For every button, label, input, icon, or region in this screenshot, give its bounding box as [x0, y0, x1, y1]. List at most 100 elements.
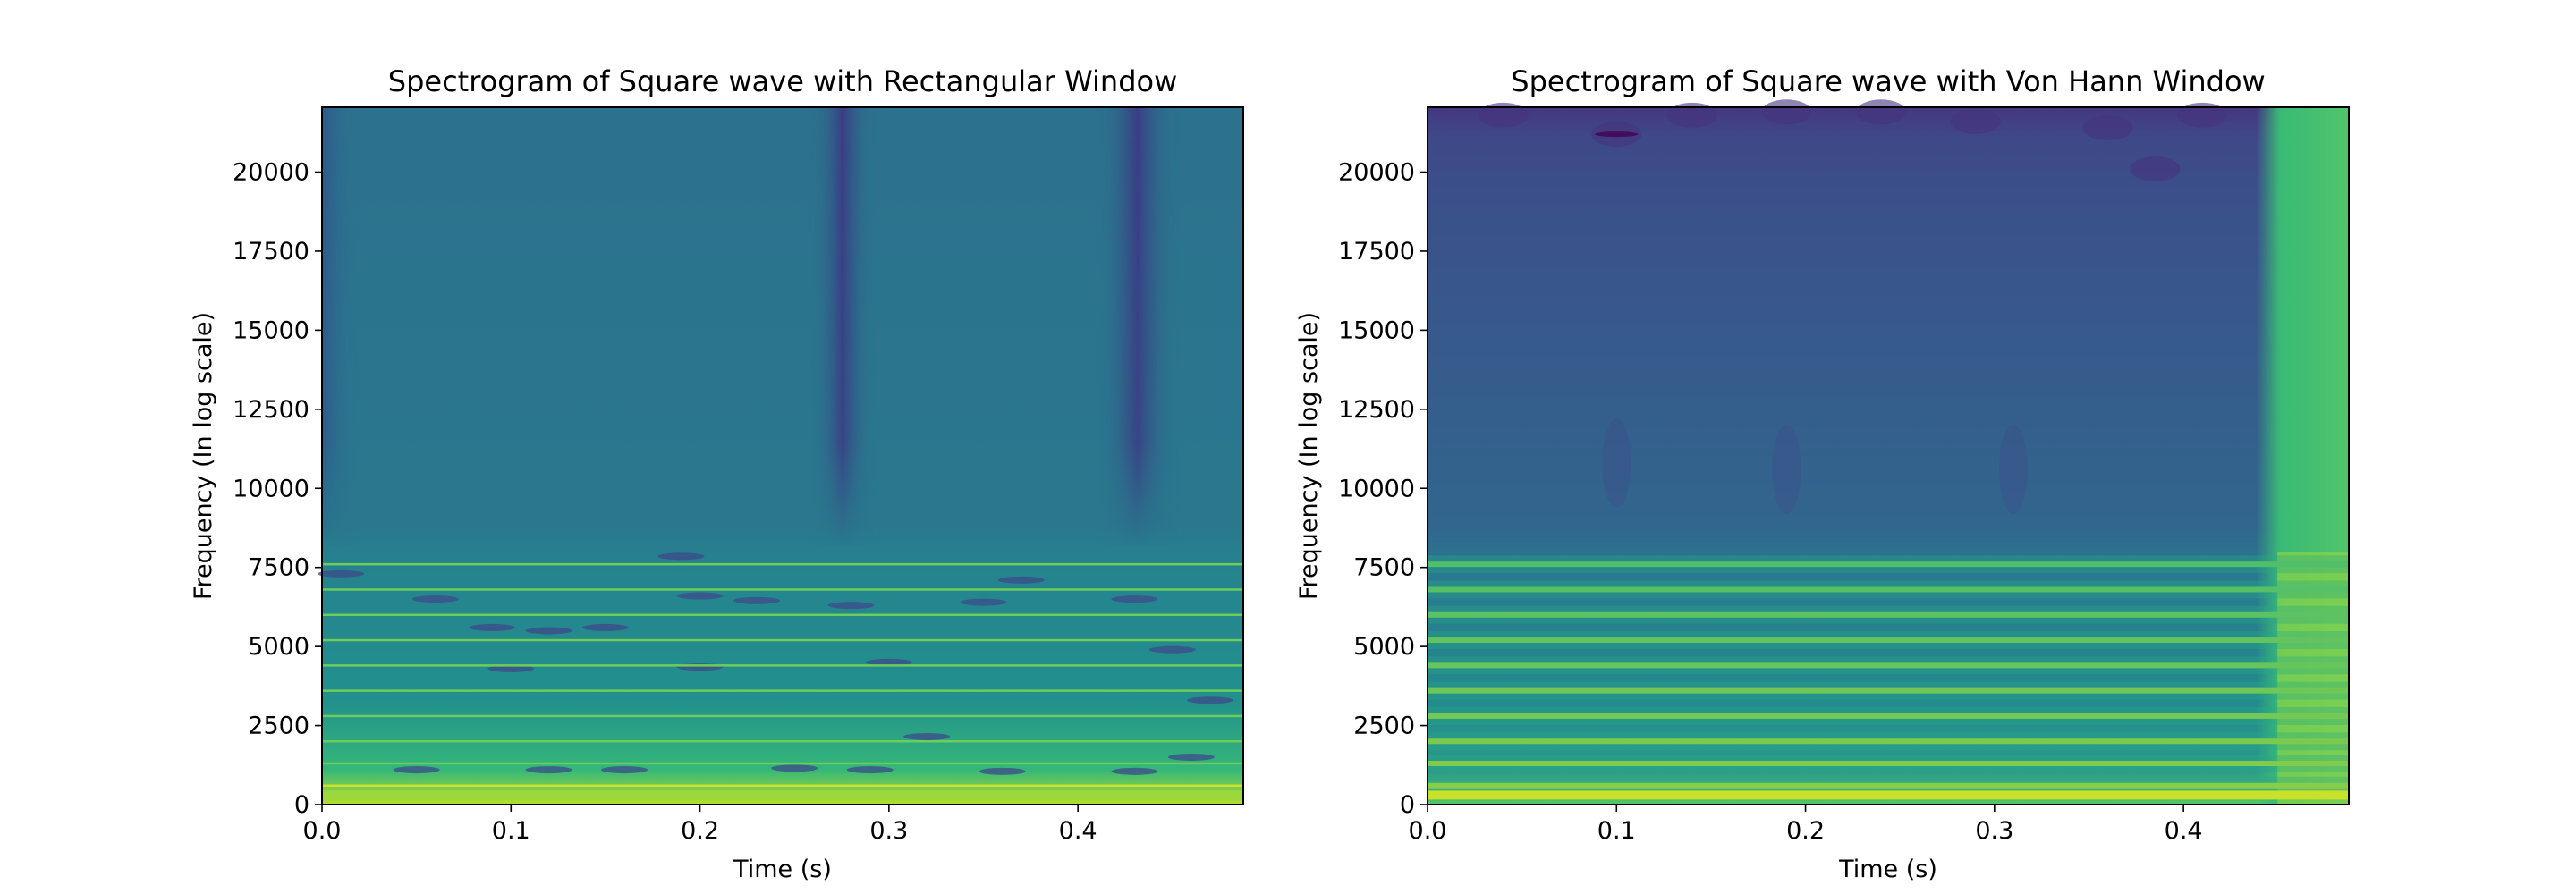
left-spectrogram-axes: 0.0 0.1 0.2 0.3 0.4 0 2500 5000 7500 10000 12500 1…	[190, 64, 1244, 883]
harmonic-band	[1428, 586, 2349, 593]
harmonic-glow	[1428, 681, 2349, 700]
harmonic-band	[1428, 782, 2349, 789]
left-x-ticks: 0.0 0.1 0.2 0.3 0.4	[303, 805, 1097, 845]
y-tick-label: 0	[294, 791, 309, 819]
harmonic-glow	[1428, 706, 2349, 725]
x-tick-label: 0.4	[1059, 817, 1097, 845]
spectral-null	[657, 552, 705, 561]
harmonic-glow	[1428, 605, 2349, 624]
harmonic-band	[322, 664, 1243, 667]
harmonic-band	[322, 638, 1243, 642]
y-tick-label: 2500	[248, 713, 309, 740]
left-chart-title: Spectrogram of Square wave with Rectangu…	[388, 64, 1178, 98]
y-tick-label: 7500	[248, 554, 309, 582]
spectral-null	[411, 595, 459, 603]
spectral-null	[525, 627, 572, 635]
x-tick-label: 0.2	[1786, 817, 1825, 845]
harmonic-glow	[1428, 631, 2349, 650]
x-tick-label: 0.4	[2165, 817, 2203, 845]
left-x-axis-label: Time (s)	[733, 856, 832, 883]
left-heatmap	[318, 107, 1243, 805]
spectral-null	[903, 732, 951, 740]
harmonic-glow	[1428, 555, 2349, 574]
spectral-null	[846, 766, 894, 774]
harmonic-band	[1428, 713, 2349, 719]
spectral-null	[733, 596, 780, 604]
harmonic-band	[322, 588, 1243, 591]
left-axes-frame	[321, 106, 1244, 805]
y-tick-label: 17500	[1338, 238, 1415, 266]
harmonic-band	[322, 714, 1243, 718]
right-spectrogram-axes: 0.0 0.1 0.2 0.3 0.4 0 2500 5000 7500 10000 12500 1…	[1295, 64, 2350, 883]
spectral-null	[676, 592, 724, 600]
right-y-axis-label: Frequency (In log scale)	[1295, 312, 1323, 600]
fundamental-band	[1428, 790, 2349, 800]
harmonic-band	[322, 740, 1243, 743]
harmonic-band	[322, 689, 1243, 692]
spectral-null	[997, 576, 1045, 584]
harmonic-band	[1428, 561, 2349, 568]
spectral-null	[771, 764, 818, 772]
x-tick-label: 0.0	[1409, 817, 1447, 845]
left-y-axis-label: Frequency (In log scale)	[190, 312, 217, 600]
right-x-ticks: 0.0 0.1 0.2 0.3 0.4	[1409, 805, 2203, 845]
y-tick-label: 7500	[1353, 554, 1415, 582]
spectral-null	[601, 766, 648, 774]
spectral-null	[1111, 595, 1158, 603]
spectral-null	[1187, 696, 1234, 704]
y-tick-label: 10000	[233, 475, 309, 502]
spectral-null	[581, 623, 629, 631]
right-x-axis-label: Time (s)	[1838, 856, 1937, 883]
spectral-null	[1111, 767, 1158, 775]
harmonic-band	[1428, 738, 2349, 745]
x-tick-label: 0.1	[1597, 817, 1636, 845]
y-tick-label: 17500	[233, 238, 309, 266]
harmonic-glow	[1428, 755, 2349, 773]
spectral-null	[865, 658, 912, 666]
harmonic-band	[322, 762, 1243, 765]
y-tick-label: 2500	[1353, 713, 1415, 740]
harmonic-band	[322, 562, 1243, 566]
right-chart-title: Spectrogram of Square wave with Von Hann…	[1511, 64, 2265, 98]
spectral-null	[525, 766, 572, 774]
y-tick-label: 20000	[233, 159, 309, 187]
harmonic-band	[1428, 662, 2349, 669]
y-tick-label: 0	[1400, 791, 1415, 819]
fundamental-band	[322, 790, 1243, 800]
x-tick-label: 0.2	[681, 817, 719, 845]
spectral-null	[487, 664, 535, 672]
spectral-null	[318, 569, 365, 578]
y-tick-label: 5000	[1353, 633, 1415, 661]
harmonic-glow	[1428, 776, 2349, 795]
spectral-null	[1148, 645, 1196, 654]
right-heatmap	[1428, 99, 2349, 805]
spectral-null	[469, 623, 516, 631]
dark-time-stripes	[322, 107, 1243, 805]
y-tick-label: 15000	[233, 316, 309, 344]
harmonic-band	[1428, 637, 2349, 644]
y-tick-label: 15000	[1338, 316, 1415, 344]
x-tick-label: 0.1	[492, 817, 530, 845]
right-axes-frame	[1427, 106, 2350, 805]
harmonic-band	[1428, 761, 2349, 767]
harmonic-band	[1428, 611, 2349, 618]
spectral-null	[960, 598, 1007, 606]
spectral-null	[1167, 753, 1215, 761]
y-tick-label: 5000	[248, 633, 309, 661]
harmonic-band	[1428, 687, 2349, 694]
y-tick-label: 20000	[1338, 159, 1415, 187]
x-tick-label: 0.0	[303, 817, 342, 845]
harmonic-band	[322, 613, 1243, 617]
y-tick-label: 12500	[1338, 396, 1415, 424]
spectral-null	[393, 766, 440, 774]
bright-end-region	[1428, 107, 2349, 805]
harmonic-band	[322, 784, 1243, 788]
right-y-ticks: 0 2500 5000 7500 10000 12500 15000 17500 20000	[1338, 159, 1428, 819]
x-tick-label: 0.3	[869, 817, 908, 845]
left-y-ticks: 0 2500 5000 7500 10000 12500 15000 17500 20000	[233, 159, 322, 819]
harmonic-glow	[1428, 580, 2349, 599]
y-tick-label: 12500	[233, 396, 309, 424]
spectral-null	[979, 767, 1026, 775]
harmonic-glow	[1428, 732, 2349, 751]
